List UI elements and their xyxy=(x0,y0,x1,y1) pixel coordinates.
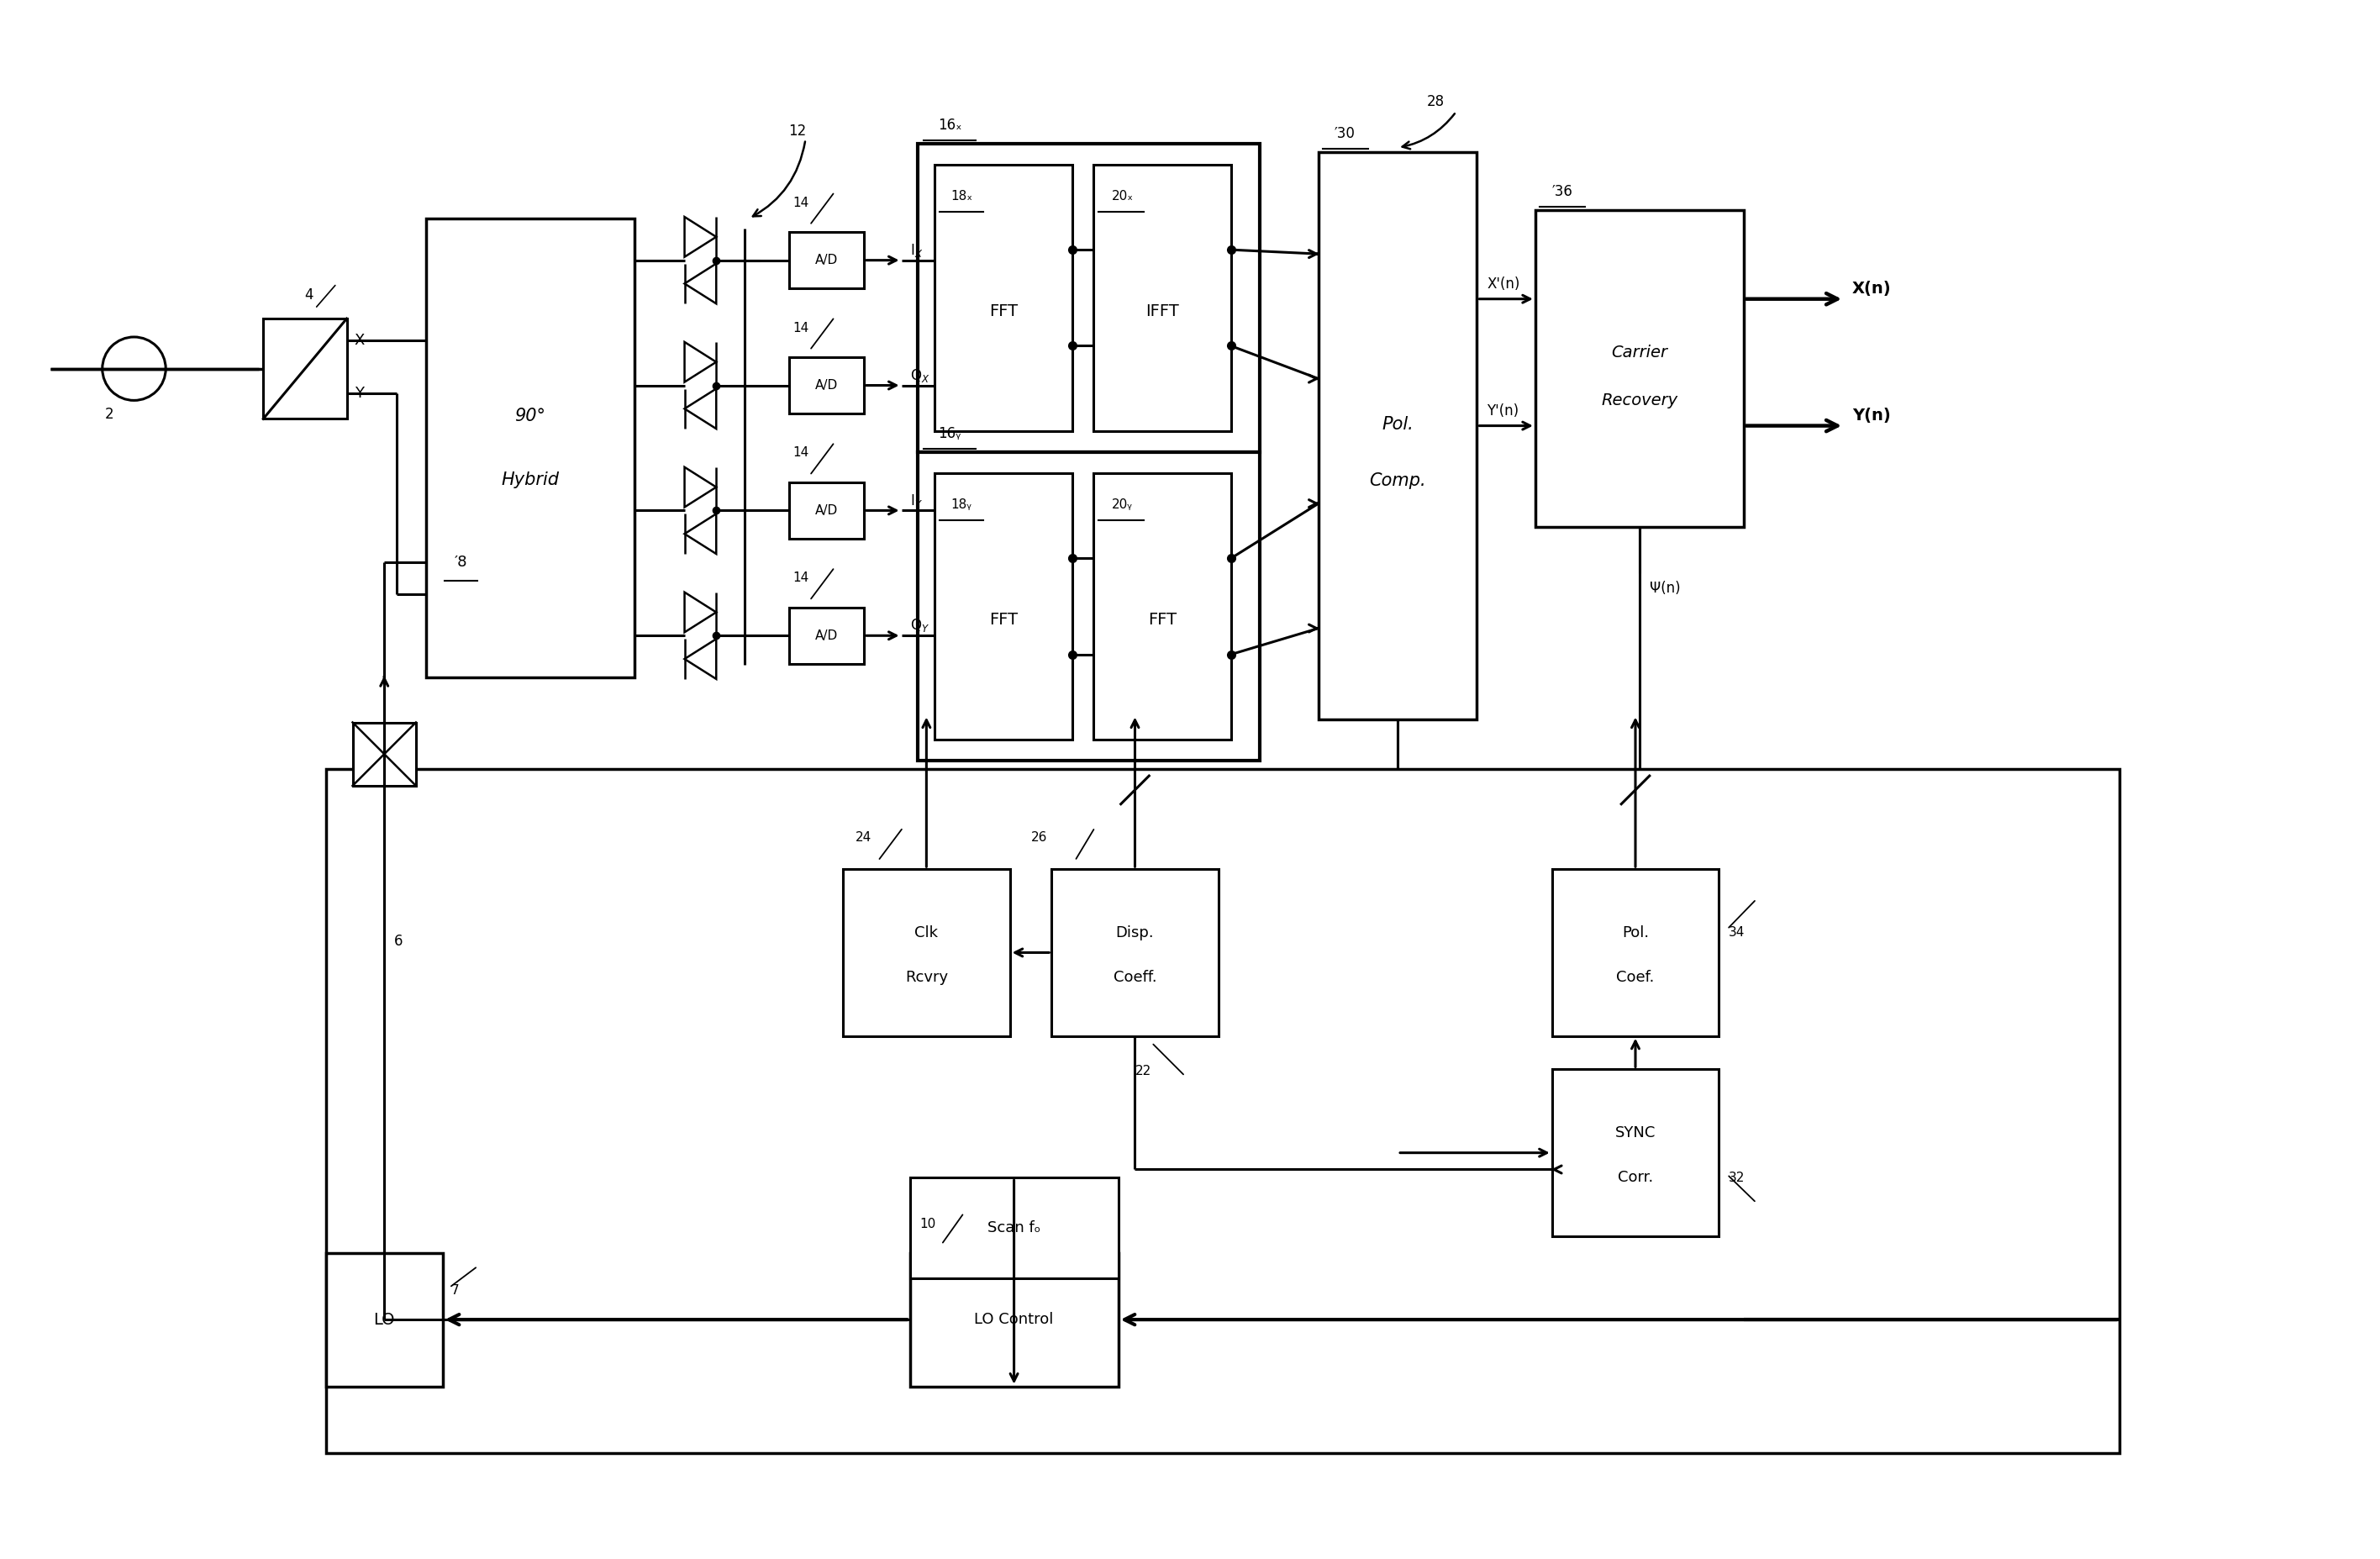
FancyBboxPatch shape xyxy=(788,608,864,664)
Text: 22: 22 xyxy=(1135,1065,1152,1077)
Text: 16ᵧ: 16ᵧ xyxy=(938,426,962,441)
Text: Pol.: Pol. xyxy=(1383,416,1414,432)
Text: 20ᵧ: 20ᵧ xyxy=(1111,499,1133,511)
Text: 14: 14 xyxy=(793,196,809,209)
Text: Disp.: Disp. xyxy=(1116,924,1154,940)
FancyBboxPatch shape xyxy=(264,318,347,419)
Text: 14: 14 xyxy=(793,572,809,585)
Text: ′30: ′30 xyxy=(1335,126,1357,140)
FancyBboxPatch shape xyxy=(1052,870,1219,1037)
Text: FFT: FFT xyxy=(1147,611,1176,628)
Text: Scan fₒ: Scan fₒ xyxy=(988,1221,1040,1235)
Text: I$_Y$: I$_Y$ xyxy=(909,493,923,508)
Text: 14: 14 xyxy=(793,446,809,460)
Text: A/D: A/D xyxy=(814,379,838,391)
Text: 20ₓ: 20ₓ xyxy=(1111,190,1133,203)
FancyBboxPatch shape xyxy=(843,870,1009,1037)
Text: Coeff.: Coeff. xyxy=(1114,970,1157,985)
FancyBboxPatch shape xyxy=(1092,472,1230,741)
Text: 24: 24 xyxy=(854,831,871,843)
Text: Q$_X$: Q$_X$ xyxy=(909,366,931,384)
Text: 18ᵧ: 18ᵧ xyxy=(952,499,971,511)
Text: Recovery: Recovery xyxy=(1602,393,1678,408)
Text: ′36: ′36 xyxy=(1552,184,1573,200)
Text: Carrier: Carrier xyxy=(1611,345,1668,360)
Text: 6: 6 xyxy=(395,934,402,949)
Text: Y(n): Y(n) xyxy=(1852,408,1890,424)
Text: Hybrid: Hybrid xyxy=(502,472,559,488)
Text: A/D: A/D xyxy=(814,504,838,516)
Text: SYNC: SYNC xyxy=(1616,1126,1656,1140)
Text: LO Control: LO Control xyxy=(973,1313,1054,1327)
FancyBboxPatch shape xyxy=(935,472,1073,741)
Text: 14: 14 xyxy=(793,321,809,334)
FancyBboxPatch shape xyxy=(1319,151,1478,719)
FancyBboxPatch shape xyxy=(788,482,864,539)
FancyBboxPatch shape xyxy=(352,722,416,786)
FancyBboxPatch shape xyxy=(935,164,1073,432)
Text: 2: 2 xyxy=(105,407,114,422)
FancyBboxPatch shape xyxy=(1552,1069,1718,1236)
FancyBboxPatch shape xyxy=(919,452,1259,761)
Text: ′8: ′8 xyxy=(455,555,466,571)
Text: I$_X$: I$_X$ xyxy=(909,242,923,259)
FancyBboxPatch shape xyxy=(326,1253,443,1386)
Text: Y: Y xyxy=(355,387,364,401)
Text: 10: 10 xyxy=(919,1218,935,1230)
Text: LO: LO xyxy=(374,1311,395,1328)
Text: Rcvry: Rcvry xyxy=(904,970,947,985)
Text: Ψ(n): Ψ(n) xyxy=(1649,580,1680,596)
Text: 32: 32 xyxy=(1728,1171,1745,1185)
Text: 18ₓ: 18ₓ xyxy=(950,190,973,203)
Text: Pol.: Pol. xyxy=(1621,924,1649,940)
Text: 90°: 90° xyxy=(514,407,545,424)
Text: FFT: FFT xyxy=(990,611,1019,628)
Text: Corr.: Corr. xyxy=(1618,1171,1654,1185)
Text: A/D: A/D xyxy=(814,254,838,267)
FancyBboxPatch shape xyxy=(909,1177,1119,1278)
Text: 16ₓ: 16ₓ xyxy=(938,117,962,133)
Text: IFFT: IFFT xyxy=(1145,302,1178,320)
FancyBboxPatch shape xyxy=(426,218,635,677)
Text: 12: 12 xyxy=(788,123,807,139)
Text: 4: 4 xyxy=(305,288,314,302)
FancyBboxPatch shape xyxy=(788,357,864,413)
Text: 28: 28 xyxy=(1428,94,1445,109)
FancyBboxPatch shape xyxy=(788,232,864,288)
Text: FFT: FFT xyxy=(990,302,1019,320)
Text: A/D: A/D xyxy=(814,630,838,642)
Text: Coef.: Coef. xyxy=(1616,970,1654,985)
Text: Q$_Y$: Q$_Y$ xyxy=(909,617,928,635)
Text: X: X xyxy=(355,334,364,348)
FancyBboxPatch shape xyxy=(919,143,1259,452)
Text: X'(n): X'(n) xyxy=(1488,276,1521,292)
Text: 26: 26 xyxy=(1031,831,1047,843)
Text: Clk: Clk xyxy=(914,924,938,940)
Text: 34: 34 xyxy=(1728,926,1745,939)
Text: Comp.: Comp. xyxy=(1368,472,1426,490)
FancyBboxPatch shape xyxy=(1552,870,1718,1037)
FancyBboxPatch shape xyxy=(1092,164,1230,432)
FancyBboxPatch shape xyxy=(909,1253,1119,1386)
Text: 7: 7 xyxy=(450,1285,459,1297)
FancyBboxPatch shape xyxy=(326,769,2118,1453)
Text: X(n): X(n) xyxy=(1852,281,1892,296)
Text: Y'(n): Y'(n) xyxy=(1488,404,1518,418)
FancyBboxPatch shape xyxy=(1535,210,1745,527)
